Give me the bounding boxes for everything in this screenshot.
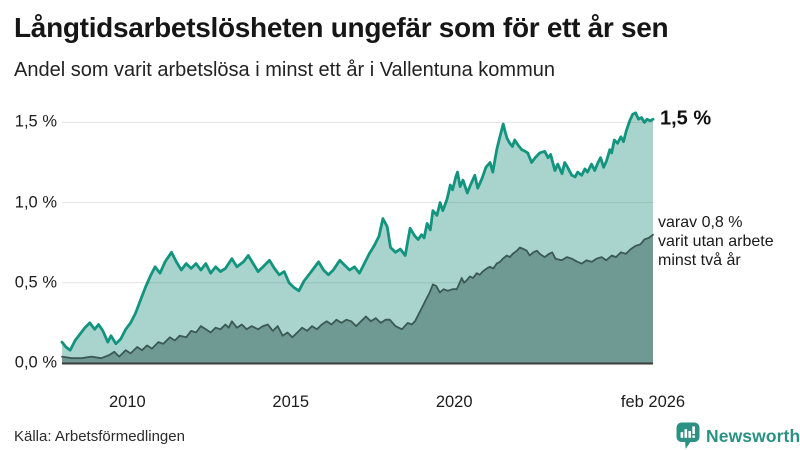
x-tick-label: 2020 <box>435 393 473 411</box>
page-subtitle: Andel som varit arbetslösa i minst ett å… <box>14 59 555 81</box>
y-tick-label: 1,5 % <box>14 112 57 131</box>
area-2yr <box>62 234 653 363</box>
brand-name: Newsworthy <box>706 425 800 446</box>
x-tick-label: feb 2026 <box>620 393 686 411</box>
series-end-label: 1,5 % <box>660 107 712 130</box>
page-title: Långtidsarbetslösheten ungefär som för e… <box>14 12 669 43</box>
series-annotation: varav 0,8 % varit utan arbete minst två år <box>658 213 774 270</box>
y-tick-label: 0,5 % <box>14 273 57 292</box>
line-total-1yr <box>60 111 655 352</box>
annotation-line: varit utan arbete <box>658 232 774 250</box>
bar-chart-bubble-icon <box>676 422 700 449</box>
line-2yr <box>61 233 654 360</box>
x-tick-label: 2010 <box>109 393 146 411</box>
annotation-line: varav 0,8 % <box>658 213 743 231</box>
x-tick-label: 2015 <box>272 393 310 411</box>
area-total-1yr <box>62 112 653 363</box>
y-tick-label: 0,0 % <box>14 353 57 372</box>
source-credit: Källa: Arbetsförmedlingen <box>14 428 185 445</box>
annotation-line: minst två år <box>658 251 741 269</box>
y-tick-label: 1,0 % <box>14 193 57 212</box>
newsworthy-logo: Newsworthy <box>676 422 800 450</box>
